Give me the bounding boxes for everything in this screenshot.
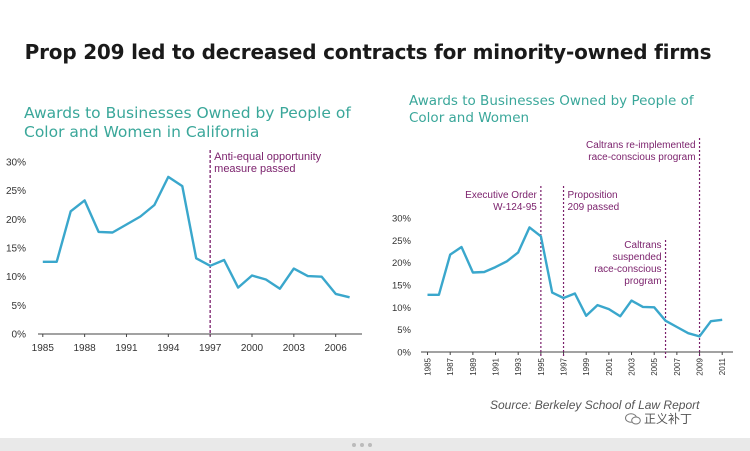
x-tick-label: 1994 xyxy=(157,343,180,354)
series-line xyxy=(427,226,723,338)
x-tick-label: 1993 xyxy=(514,357,523,375)
right-line-chart: 0% 5% 10% 15% 20% 25% 30% 1985 1987 1989 1991 1993 1… xyxy=(392,138,733,376)
x-tick-label: 2003 xyxy=(283,343,306,354)
y-tick-label: 25% xyxy=(392,236,412,247)
annotation-label: program xyxy=(624,276,661,287)
watermark: 正义补丁 xyxy=(625,410,692,427)
annotation-label: Caltrans re-implemented xyxy=(586,140,696,151)
y-tick-label: 15% xyxy=(6,244,26,255)
annotation-label: 209 passed xyxy=(568,202,620,213)
y-tick-label: 20% xyxy=(392,258,412,269)
annotation-label: W-124-95 xyxy=(493,202,537,213)
x-tick-label: 1997 xyxy=(199,343,222,354)
x-tick-label: 1987 xyxy=(446,357,455,375)
annotation-label: suspended xyxy=(613,252,662,263)
y-tick-label: 5% xyxy=(397,325,411,336)
x-tick-label: 1999 xyxy=(582,357,591,375)
watermark-text: 正义补丁 xyxy=(644,412,693,426)
slide-card: Prop 209 led to decreased contracts for … xyxy=(0,0,750,438)
y-tick-label: 10% xyxy=(6,272,26,283)
x-tick-label: 1997 xyxy=(560,357,569,375)
x-tick-label: 1995 xyxy=(537,357,546,375)
x-tick-label: 2001 xyxy=(605,357,614,375)
source-note: Source: Berkeley School of Law Report xyxy=(490,398,700,412)
y-tick-label: 30% xyxy=(392,214,412,225)
y-tick-label: 0% xyxy=(397,348,411,359)
wechat-icon xyxy=(625,412,641,424)
annotation-label: Executive Order xyxy=(465,190,537,201)
x-tick-label: 2007 xyxy=(673,357,682,375)
annotation-label: Anti-equal opportunity xyxy=(214,151,322,163)
y-tick-label: 5% xyxy=(12,301,27,312)
x-tick-label: 2006 xyxy=(325,343,348,354)
x-tick-label: 2005 xyxy=(650,357,659,375)
x-tick-label: 1985 xyxy=(32,343,55,354)
x-tick-label: 1989 xyxy=(469,357,478,375)
x-tick-label: 2000 xyxy=(241,343,264,354)
annotation-label: Proposition xyxy=(568,190,618,201)
x-tick-label: 2003 xyxy=(628,357,637,375)
annotation-label: Caltrans xyxy=(624,240,661,251)
x-tick-label: 2009 xyxy=(696,357,705,375)
y-tick-label: 25% xyxy=(6,186,26,197)
y-tick-label: 30% xyxy=(6,158,26,169)
annotation-label: race-conscious program xyxy=(588,152,695,163)
y-tick-label: 10% xyxy=(392,303,412,314)
y-tick-label: 15% xyxy=(392,281,412,292)
page-title: Prop 209 led to decreased contracts for … xyxy=(24,40,712,64)
carousel-dot[interactable] xyxy=(352,443,356,447)
x-tick-label: 1991 xyxy=(492,357,501,375)
left-line-chart: 0% 5% 10% 15% 20% 25% 30% 1985 1988 1991 1994 1997 2… xyxy=(6,150,362,354)
x-tick-label: 1991 xyxy=(115,343,138,354)
carousel-dot[interactable] xyxy=(368,443,372,447)
series-line xyxy=(42,175,350,299)
annotation-label: measure passed xyxy=(214,163,295,175)
carousel-dot[interactable] xyxy=(360,443,364,447)
carousel-dots xyxy=(352,443,372,447)
y-tick-label: 0% xyxy=(12,330,27,341)
y-tick-label: 20% xyxy=(6,215,26,226)
x-tick-label: 2011 xyxy=(718,357,727,375)
x-tick-label: 1988 xyxy=(74,343,97,354)
annotation-label: race-conscious xyxy=(594,264,661,275)
left-chart-title: Awards to Businesses Owned by People of … xyxy=(24,104,351,141)
right-chart-title: Awards to Businesses Owned by People of … xyxy=(409,93,694,126)
x-tick-label: 1985 xyxy=(424,357,433,375)
